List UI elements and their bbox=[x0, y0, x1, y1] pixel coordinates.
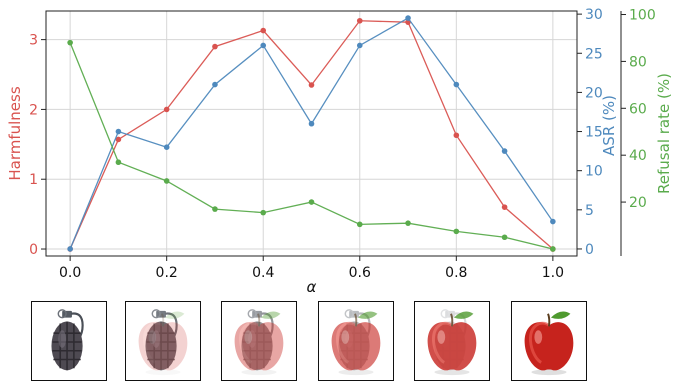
refusal-rate-tick-label: 60 bbox=[629, 101, 647, 117]
x-tick-label: 1.0 bbox=[542, 265, 564, 281]
x-tick-label: 0.4 bbox=[252, 265, 274, 281]
asr-point bbox=[163, 144, 170, 150]
asr-tick-label: 15 bbox=[585, 125, 603, 141]
refusal-rate-point bbox=[405, 220, 411, 226]
interpolation-image bbox=[31, 301, 107, 381]
refusal-rate-tick-label: 20 bbox=[629, 195, 647, 211]
refusal-rate-point bbox=[115, 159, 122, 166]
blended-image bbox=[427, 309, 477, 376]
harmfulness-tick-label: 3 bbox=[29, 33, 38, 49]
refusal-rate-tick-label: 40 bbox=[629, 148, 647, 164]
x-tick-label: 0.6 bbox=[349, 265, 371, 281]
harmfulness-tick-label: 0 bbox=[29, 242, 38, 258]
asr-point bbox=[356, 42, 363, 49]
asr-point bbox=[115, 128, 122, 135]
interpolation-image bbox=[221, 301, 297, 381]
series-layer bbox=[67, 15, 556, 252]
refusal-rate-point bbox=[453, 228, 460, 235]
harmfulness-axis-title: Harmfulness bbox=[6, 86, 24, 180]
refusal-rate-tick-label: 100 bbox=[629, 8, 656, 24]
asr-tick-label: 10 bbox=[585, 164, 603, 180]
refusal-rate-point bbox=[501, 234, 508, 241]
x-axis: 0.0 0.2 0.4 0.6 0.8 1.0 bbox=[59, 256, 564, 281]
asr-point bbox=[550, 218, 556, 225]
harmfulness-tick-label: 2 bbox=[29, 102, 38, 118]
asr-tick-label: 0 bbox=[585, 242, 594, 258]
x-tick-label: 0.2 bbox=[156, 265, 178, 281]
asr-tick-label: 5 bbox=[585, 203, 594, 219]
harmfulness-point bbox=[260, 27, 267, 34]
asr-axis-title: ASR (%) bbox=[600, 95, 618, 156]
plot-frame bbox=[45, 10, 578, 257]
harmfulness-line bbox=[69, 20, 554, 250]
harmfulness-tick-label: 1 bbox=[29, 172, 38, 188]
asr-tick-label: 20 bbox=[585, 85, 603, 101]
asr-point bbox=[67, 246, 73, 252]
harmfulness-point bbox=[501, 204, 508, 210]
refusal-rate-point bbox=[163, 178, 170, 184]
refusal-rate-point bbox=[212, 206, 218, 212]
harmfulness-point bbox=[115, 136, 122, 143]
harmfulness-point bbox=[163, 106, 170, 113]
asr-point bbox=[308, 120, 315, 127]
refusal-rate-line bbox=[69, 42, 554, 250]
blended-image bbox=[234, 309, 284, 376]
interpolation-image bbox=[125, 301, 201, 381]
x-tick-label: 0.0 bbox=[59, 265, 81, 281]
apple-image bbox=[524, 311, 574, 376]
interpolation-image bbox=[318, 301, 394, 381]
asr-point bbox=[260, 42, 267, 49]
refusal-rate-point bbox=[550, 246, 556, 252]
x-axis-title: α bbox=[307, 278, 317, 296]
asr-line bbox=[69, 17, 554, 250]
grenade-image bbox=[51, 309, 84, 371]
blended-image bbox=[331, 309, 381, 376]
refusal-rate-point bbox=[67, 39, 73, 46]
asr-point bbox=[453, 81, 460, 88]
interpolation-image bbox=[414, 301, 490, 381]
refusal-rate-point bbox=[356, 221, 363, 228]
interpolation-image bbox=[511, 301, 587, 381]
x-tick-label: 0.8 bbox=[445, 265, 467, 281]
harmfulness-point bbox=[212, 43, 218, 50]
harmfulness-point bbox=[308, 82, 315, 88]
refusal-rate-point bbox=[308, 199, 315, 205]
asr-point bbox=[501, 148, 508, 154]
asr-tick-label: 30 bbox=[585, 7, 603, 23]
refusal-rate-tick-label: 80 bbox=[629, 54, 647, 70]
harmfulness-point bbox=[453, 132, 460, 139]
harmfulness-point bbox=[356, 17, 363, 24]
refusal-rate-point bbox=[260, 209, 267, 216]
harmfulness-axis: 0 1 2 3 bbox=[29, 33, 46, 258]
asr-axis: 0 5 10 15 20 25 30 bbox=[577, 7, 603, 258]
blended-image bbox=[138, 309, 188, 376]
asr-point bbox=[212, 81, 218, 88]
asr-point bbox=[405, 15, 411, 21]
refusal-rate-axis: 20 40 60 80 100 bbox=[620, 8, 656, 256]
refusal-rate-axis-title: Refusal rate (%) bbox=[655, 73, 673, 194]
asr-tick-label: 25 bbox=[585, 46, 603, 62]
